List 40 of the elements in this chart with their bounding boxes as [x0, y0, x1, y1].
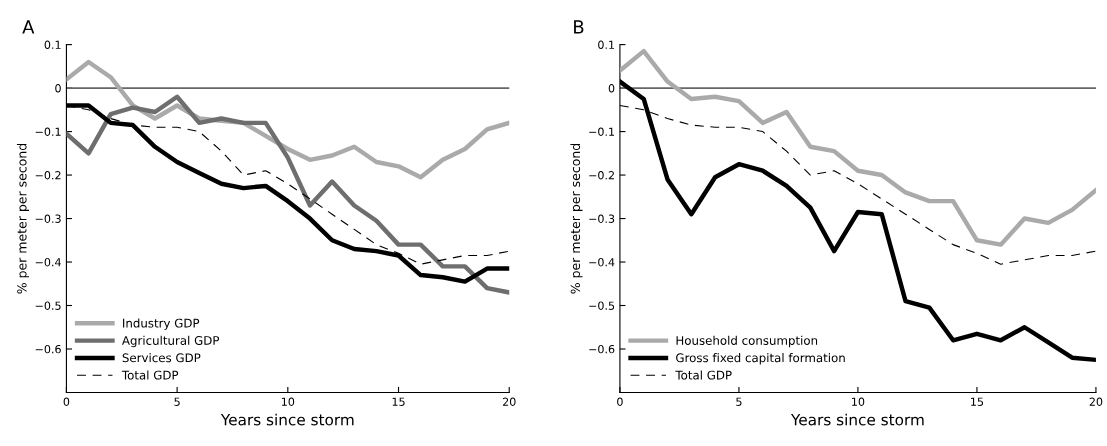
y-tick-label: 0 [608, 84, 615, 93]
x-tick-label: 20 [502, 397, 516, 406]
y-axis-title: % per meter per second [16, 143, 30, 294]
y-tick-label: −0.6 [589, 344, 615, 354]
y-tick-label: 0 [55, 84, 61, 93]
y-tick-label: −0.5 [589, 301, 615, 310]
y-tick-label: −0.2 [35, 171, 61, 180]
x-axis-title: Years since storm [220, 413, 354, 426]
x-tick-label: 5 [174, 397, 180, 406]
x-tick-label: 20 [1089, 397, 1103, 406]
y-tick-label: −0.6 [35, 344, 61, 354]
x-tick-label: 0 [63, 397, 70, 406]
legend-label: Total GDP [675, 370, 732, 380]
y-tick-label: −0.1 [589, 127, 615, 136]
x-axis-title: Years since storm [790, 413, 924, 426]
legend-label: Total GDP [121, 370, 179, 380]
legend-label: Household consumption [676, 335, 818, 348]
x-tick-label: 5 [736, 397, 742, 406]
y-tick-label: −0.4 [589, 258, 615, 267]
y-tick-label: −0.4 [35, 258, 61, 267]
x-tick-label: 15 [392, 397, 405, 406]
x-tick-label: 10 [281, 397, 295, 406]
x-tick-label: 10 [852, 397, 865, 406]
legend-label: Services GDP [122, 353, 201, 363]
y-tick-label: −0.2 [589, 171, 614, 180]
x-tick-label: 15 [971, 397, 984, 406]
x-tick-label: 0 [617, 397, 623, 406]
y-axis-title: % per meter per second [570, 143, 583, 294]
y-tick-label: 0.1 [44, 40, 61, 49]
legend-label: Agricultural GDP [122, 335, 220, 348]
y-tick-label: −0.3 [589, 214, 615, 223]
y-tick-label: 0.1 [598, 40, 615, 49]
chart-title: B [574, 20, 584, 34]
y-tick-label: −0.1 [35, 127, 61, 136]
legend-label: Gross fixed capital formation [676, 353, 845, 365]
legend-label: Industry GDP [123, 318, 200, 330]
chart-title: A [22, 20, 35, 34]
y-tick-label: −0.5 [35, 301, 61, 310]
y-tick-label: −0.3 [35, 214, 61, 223]
line-series [619, 48, 1096, 247]
